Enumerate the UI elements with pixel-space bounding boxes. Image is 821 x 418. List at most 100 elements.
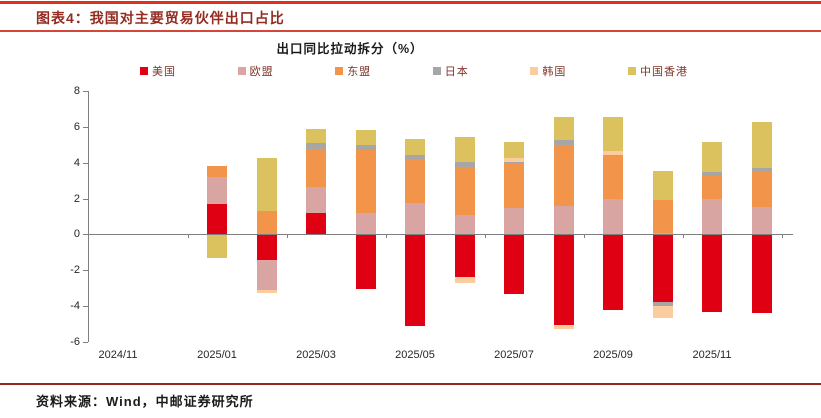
bar-segment: [405, 138, 425, 155]
legend-swatch-icon: [335, 67, 344, 75]
x-tick-label: 2025/03: [296, 349, 336, 361]
legend-label: 美国: [152, 66, 176, 78]
bar-segment: [603, 156, 623, 200]
bar-segment: [751, 171, 772, 207]
bar-segment: [207, 166, 227, 178]
legend-label: 韩国: [542, 66, 567, 78]
legend-label: 东盟: [347, 66, 372, 78]
bar-segment: [256, 290, 277, 293]
bar-segment: [603, 234, 623, 310]
bar-segment: [652, 170, 673, 201]
top-rule: [0, 1, 821, 4]
bar-segment: [603, 116, 623, 152]
y-tick: [83, 126, 88, 128]
bar-segment: [256, 158, 277, 212]
bar-segment: [207, 203, 227, 235]
bar-segment: [355, 212, 376, 235]
legend: 美国 欧盟 东盟 日本 韩国 中国香港: [140, 63, 688, 79]
bar-segment: [355, 144, 376, 151]
bar-segment: [751, 234, 772, 314]
y-tick: [83, 91, 88, 92]
legend-label: 中国香港: [639, 66, 688, 78]
legend-label: 欧盟: [249, 66, 274, 78]
legend-swatch-icon: [432, 67, 441, 75]
legend-item: 韩国: [530, 63, 566, 79]
bar-segment: [702, 142, 722, 172]
bar-segment: [256, 211, 277, 235]
bar-segment: [504, 142, 524, 159]
bar-segment: [553, 116, 574, 141]
x-tick: [782, 234, 783, 239]
y-axis-line: [88, 91, 89, 342]
bar-segment: [751, 122, 772, 169]
legend-swatch-icon: [140, 67, 148, 75]
bar-segment: [652, 301, 673, 307]
bar-segment: [553, 205, 574, 235]
x-tick: [584, 234, 585, 239]
x-tick: [683, 234, 684, 239]
legend-item: 美国: [140, 63, 176, 79]
y-tick-label: -6: [70, 336, 80, 348]
legend-item: 东盟: [335, 63, 371, 79]
bar-segment: [355, 130, 376, 145]
bar-segment: [504, 163, 524, 209]
bar-segment: [702, 234, 722, 313]
y-tick-label: 8: [73, 85, 80, 97]
bar-segment: [652, 306, 673, 318]
plot-area: 8 6 4 2 0 -2 -4 -6 2024/11 2025/01 2025/03 2025/05 2…: [70, 85, 793, 361]
legend-item: 中国香港: [627, 63, 688, 79]
bar-segment: [454, 214, 475, 235]
bar-segment: [603, 154, 623, 157]
y-tick: [83, 306, 88, 308]
y-tick: [83, 198, 88, 200]
legend-swatch-icon: [237, 67, 246, 75]
bar-segment: [652, 232, 673, 235]
bar-segment: [405, 154, 425, 160]
x-tick-label: 2025/11: [692, 349, 732, 361]
bar-segment: [306, 142, 326, 150]
legend-swatch-icon: [530, 67, 539, 75]
bar-segment: [553, 234, 574, 325]
bar-segment: [603, 151, 623, 155]
bar-segment: [207, 177, 227, 204]
bar-segment: [306, 186, 326, 213]
bar-segment: [355, 234, 376, 290]
bar-segment: [553, 140, 574, 145]
source-text: 资料来源：Wind，中邮证券研究所: [36, 394, 254, 409]
y-tick: [83, 162, 88, 164]
bar-segment: [504, 208, 524, 235]
bar-segment: [702, 176, 722, 200]
bar-segment: [751, 206, 772, 235]
bar-segment: [306, 212, 326, 235]
y-tick-label: -2: [70, 264, 80, 277]
bar-segment: [355, 150, 376, 213]
bar-segment: [603, 199, 623, 235]
bar-segment: [504, 158, 524, 162]
y-tick: [83, 234, 88, 236]
y-tick-label: 2: [73, 192, 80, 205]
bar-segment: [454, 161, 475, 168]
bar-segment: [454, 234, 475, 278]
x-tick-label: 2025/07: [494, 349, 534, 361]
y-tick-label: -4: [70, 300, 80, 313]
bar-segment: [652, 200, 673, 233]
bar-segment: [207, 234, 227, 258]
bar-segment: [256, 259, 277, 290]
bar-segment: [454, 167, 475, 215]
header-rule: [0, 30, 821, 32]
page-title: 图表4：我国对主要贸易伙伴出口占比: [36, 10, 285, 26]
bar-segment: [504, 234, 524, 294]
bar-segment: [652, 234, 673, 302]
x-tick-label: 2025/05: [395, 349, 435, 361]
bar-segment: [306, 149, 326, 187]
y-tick-label: 6: [73, 120, 80, 133]
bar-segment: [256, 234, 277, 260]
x-tick: [386, 234, 387, 239]
x-tick: [485, 234, 486, 239]
bar-segment: [405, 159, 425, 204]
bar-segment: [504, 161, 524, 164]
x-axis-zero-line: [88, 234, 793, 236]
legend-item: 欧盟: [237, 63, 274, 79]
bar-segment: [454, 136, 475, 162]
bar-segment: [553, 144, 574, 206]
